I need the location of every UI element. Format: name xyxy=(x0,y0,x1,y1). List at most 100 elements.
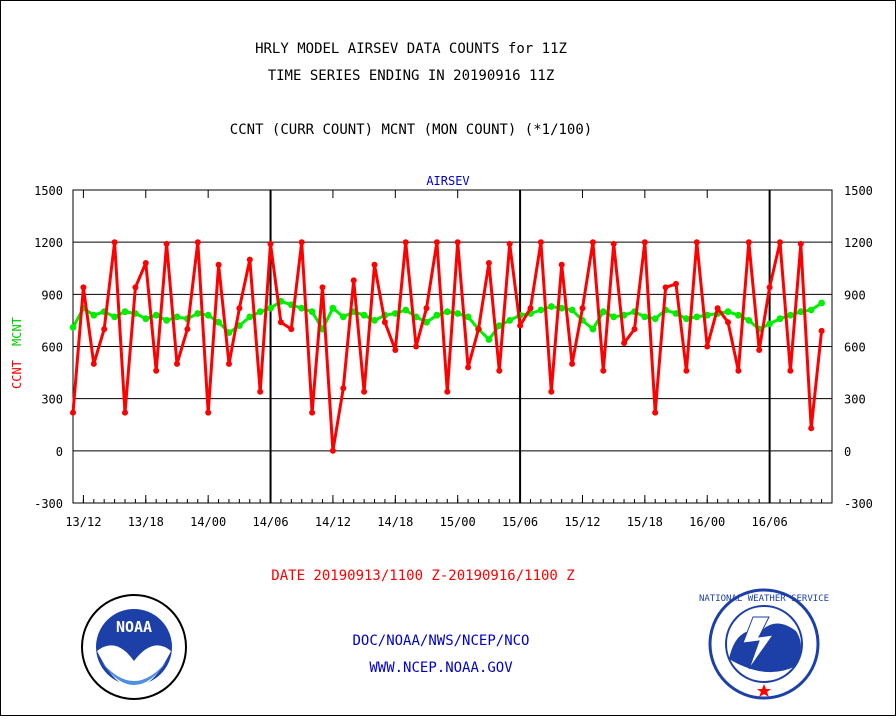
mcnt-point xyxy=(152,311,160,319)
mcnt-point xyxy=(599,308,607,316)
ccnt-point xyxy=(589,239,596,246)
nws-logo: NATIONAL WEATHER SERVICE xyxy=(699,588,829,700)
ccnt-point xyxy=(111,239,118,246)
y-tick-label-left: 0 xyxy=(56,445,63,459)
ccnt-point xyxy=(777,239,783,246)
ccnt-point xyxy=(756,347,763,353)
ccnt-point xyxy=(454,239,461,246)
mcnt-point xyxy=(818,299,825,307)
ccnt-point xyxy=(194,239,201,246)
x-tick-label: 16/06 xyxy=(752,515,788,529)
ccnt-point xyxy=(319,284,326,291)
ccnt-point xyxy=(132,284,139,291)
mcnt-point xyxy=(547,303,555,310)
mcnt-point xyxy=(797,308,805,316)
ccnt-point xyxy=(226,360,232,367)
ccnt-point xyxy=(465,364,472,371)
mcnt-point xyxy=(308,308,316,316)
y-axis-label-mcnt: MCNT xyxy=(10,317,24,346)
ccnt-point xyxy=(621,340,628,346)
mcnt-point xyxy=(423,318,430,326)
ccnt-point xyxy=(163,240,170,247)
mcnt-point xyxy=(402,306,410,314)
x-tick-label: 13/12 xyxy=(65,515,101,529)
mcnt-point xyxy=(485,336,493,343)
mcnt-point xyxy=(464,313,472,321)
y-tick-label-left: 1200 xyxy=(34,236,63,250)
mcnt-point xyxy=(121,308,129,316)
y-tick-label-left: -300 xyxy=(34,497,63,511)
ccnt-point xyxy=(257,388,264,395)
mcnt-point xyxy=(693,313,701,321)
mcnt-point xyxy=(298,304,306,312)
chart-subtitle: CCNT (CURR COUNT) MCNT (MON COUNT) (*1/1… xyxy=(230,122,592,138)
ccnt-point xyxy=(90,360,97,367)
ccnt-point xyxy=(506,240,513,247)
mcnt-point xyxy=(433,311,441,319)
mcnt-point xyxy=(111,313,118,321)
y-tick-label-left: 300 xyxy=(41,393,63,407)
mcnt-point xyxy=(204,311,212,319)
ccnt-point xyxy=(101,326,108,333)
ccnt-point xyxy=(205,409,212,416)
ccnt-point xyxy=(766,284,773,291)
ccnt-point xyxy=(444,388,451,395)
ccnt-point xyxy=(236,305,243,312)
ccnt-point xyxy=(693,239,700,246)
mcnt-point xyxy=(672,310,680,317)
y-tick-label-right: 900 xyxy=(844,288,866,302)
ccnt-point xyxy=(808,425,815,432)
website-label: WWW.NCEP.NOAA.GOV xyxy=(369,660,513,676)
x-tick-label: 14/00 xyxy=(190,515,226,529)
ccnt-point xyxy=(797,240,804,247)
plot-title: AIRSEV xyxy=(426,174,469,188)
x-tick-label: 15/06 xyxy=(502,515,538,529)
ccnt-point xyxy=(309,409,316,416)
ccnt-point xyxy=(184,326,191,333)
plot-series xyxy=(69,239,825,454)
mcnt-point xyxy=(610,313,618,321)
y-tick-label-right: 1200 xyxy=(844,236,873,250)
ccnt-point xyxy=(340,385,347,392)
ccnt-point xyxy=(641,239,648,246)
mcnt-point xyxy=(735,311,742,319)
ccnt-point xyxy=(714,305,721,312)
y-axis-label-ccnt: CCNT xyxy=(10,360,24,389)
mcnt-point xyxy=(745,317,753,324)
mcnt-point xyxy=(558,304,566,312)
x-tick-label: 14/12 xyxy=(315,515,351,529)
mcnt-point xyxy=(215,318,223,326)
ccnt-point xyxy=(246,256,253,263)
mcnt-point xyxy=(69,324,77,331)
mcnt-point xyxy=(329,304,337,312)
mcnt-point xyxy=(724,308,732,316)
ccnt-point xyxy=(600,367,607,374)
mcnt-point xyxy=(787,311,794,319)
mcnt-point xyxy=(256,308,264,316)
y-tick-label-right: 600 xyxy=(844,341,866,355)
mcnt-point xyxy=(568,306,576,314)
ccnt-point xyxy=(527,305,534,312)
chart-title-line1: HRLY MODEL AIRSEV DATA COUNTS for 11Z xyxy=(255,41,567,57)
mcnt-point xyxy=(360,311,368,319)
mcnt-point xyxy=(142,315,150,323)
ccnt-point xyxy=(381,319,388,326)
ccnt-point xyxy=(558,261,565,268)
date-range-label: DATE 20190913/1100 Z-20190916/1100 Z xyxy=(271,568,574,584)
x-tick-label: 15/18 xyxy=(627,515,663,529)
ccnt-point xyxy=(413,343,420,350)
mcnt-point xyxy=(506,317,514,324)
ccnt-point xyxy=(298,239,305,246)
ccnt-point xyxy=(745,239,752,246)
ccnt-point xyxy=(631,326,638,333)
ccnt-point xyxy=(361,388,368,395)
ccnt-point xyxy=(735,367,742,374)
x-tick-label: 13/18 xyxy=(128,515,164,529)
mcnt-point xyxy=(391,310,399,317)
x-tick-label: 16/00 xyxy=(689,515,725,529)
mcnt-point xyxy=(443,308,451,316)
ccnt-point xyxy=(652,409,659,416)
ccnt-point xyxy=(725,319,731,326)
noaa-logo-text: NOAA xyxy=(116,618,152,636)
